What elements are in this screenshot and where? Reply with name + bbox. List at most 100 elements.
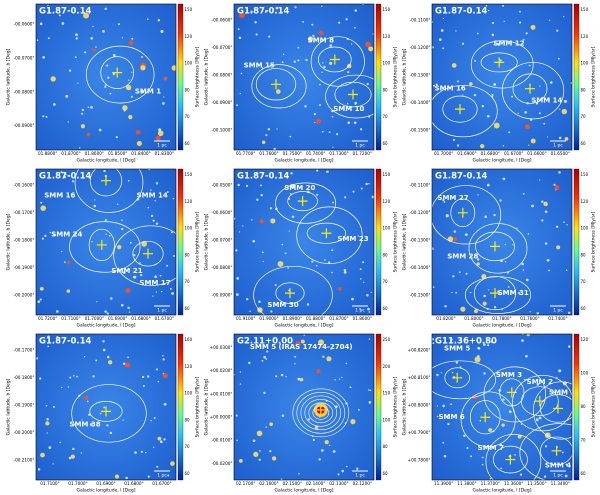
star (150, 189, 152, 191)
contour (540, 436, 572, 466)
star (127, 356, 129, 359)
star (254, 21, 257, 24)
star (564, 136, 569, 141)
star (92, 375, 95, 378)
star (493, 122, 500, 129)
star (517, 112, 520, 115)
colorbar-tick-label: 200 (383, 364, 391, 369)
star (330, 348, 332, 350)
star (45, 115, 48, 118)
colorbar-label: Surface brightness [MJy/sr] (591, 46, 597, 107)
star (491, 21, 495, 25)
source-cross (457, 207, 468, 218)
image (234, 334, 374, 480)
panel: SMM 5 SMM 3 SMM 2 SMM 1 SMM 6 SMM 7 SMM 4 G11.3… (402, 333, 597, 494)
panel: SMM 12 SMM 16 SMM 14 G1.87-0.14 1 pc -00.1100… (402, 3, 597, 164)
star (68, 456, 72, 460)
colorbar-label: Surface brightness [MJy/sr] (195, 211, 201, 272)
source-cross (143, 248, 153, 259)
star (91, 241, 93, 243)
star (452, 237, 457, 242)
star (128, 79, 130, 81)
star (491, 93, 494, 96)
star (548, 269, 550, 272)
star (259, 184, 262, 187)
star (517, 434, 522, 439)
star (163, 76, 168, 81)
star (65, 94, 69, 98)
x-tick-label: 01.8600° (353, 316, 372, 321)
star (432, 286, 435, 288)
star (154, 275, 157, 279)
star (508, 131, 511, 134)
star (368, 182, 370, 185)
star (455, 30, 457, 32)
star (482, 301, 487, 306)
star (312, 34, 315, 38)
star (491, 33, 495, 37)
panel: SMM 1 G1.87-0.14 1 pc -00.0600° -00.0700° -00… (6, 3, 201, 164)
star (331, 271, 333, 274)
contour (85, 45, 155, 104)
star (157, 130, 164, 137)
contour (483, 366, 547, 423)
contour (317, 46, 352, 73)
star (497, 290, 499, 293)
star (338, 287, 342, 291)
y-tick-label: -00.0600° (212, 18, 233, 23)
star (265, 134, 268, 137)
star (450, 403, 453, 406)
panel-title: G1.87-0.14 (237, 172, 290, 182)
star (546, 258, 550, 262)
star (362, 261, 365, 264)
x-tick-label: 01.6700° (504, 151, 523, 156)
star (107, 360, 113, 365)
star (235, 414, 238, 417)
panel-title: G1.87-0.14 (435, 7, 488, 17)
star (169, 287, 172, 290)
colorbar (375, 333, 382, 481)
x-axis-label: Galactic longitude, l [Deg] (77, 158, 136, 164)
colorbar (177, 3, 184, 151)
colorbar-tick-label: 150 (581, 172, 589, 177)
star (442, 441, 445, 444)
star (502, 145, 505, 147)
star (485, 4, 488, 7)
star (140, 450, 143, 453)
star (519, 10, 521, 13)
contour (100, 56, 134, 89)
scale-bar-label: 1 pc (355, 308, 365, 314)
star (529, 311, 531, 313)
star (48, 446, 52, 449)
star (350, 43, 353, 45)
x-axis-label: Galactic longitude, l [Deg] (473, 158, 532, 164)
star (341, 469, 344, 473)
star (328, 131, 331, 133)
contour (255, 68, 297, 101)
source-label: SMM 10 (333, 105, 364, 113)
star (555, 189, 557, 191)
star (316, 193, 319, 196)
star (546, 136, 549, 138)
colorbar-tick-label: 70 (383, 279, 389, 284)
source-label: SMM 8 (308, 37, 334, 45)
star (357, 235, 360, 237)
colorbar-tick-label: 120 (185, 364, 193, 369)
star (109, 92, 112, 95)
star (350, 419, 356, 425)
star (314, 425, 319, 430)
colorbar-tick-label: 150 (185, 7, 193, 12)
star (476, 32, 479, 35)
star (338, 21, 341, 24)
star (481, 456, 484, 459)
star (96, 301, 98, 303)
y-tick-label: +00.0200° (210, 368, 233, 373)
star (372, 33, 374, 35)
image (432, 4, 572, 150)
colorbar-tick-label: 80 (581, 87, 587, 92)
star (483, 372, 486, 375)
x-tick-label: 01.7600° (520, 316, 539, 321)
x-tick-label: 01.8900° (283, 316, 302, 321)
star (473, 309, 478, 314)
contour (464, 276, 532, 314)
